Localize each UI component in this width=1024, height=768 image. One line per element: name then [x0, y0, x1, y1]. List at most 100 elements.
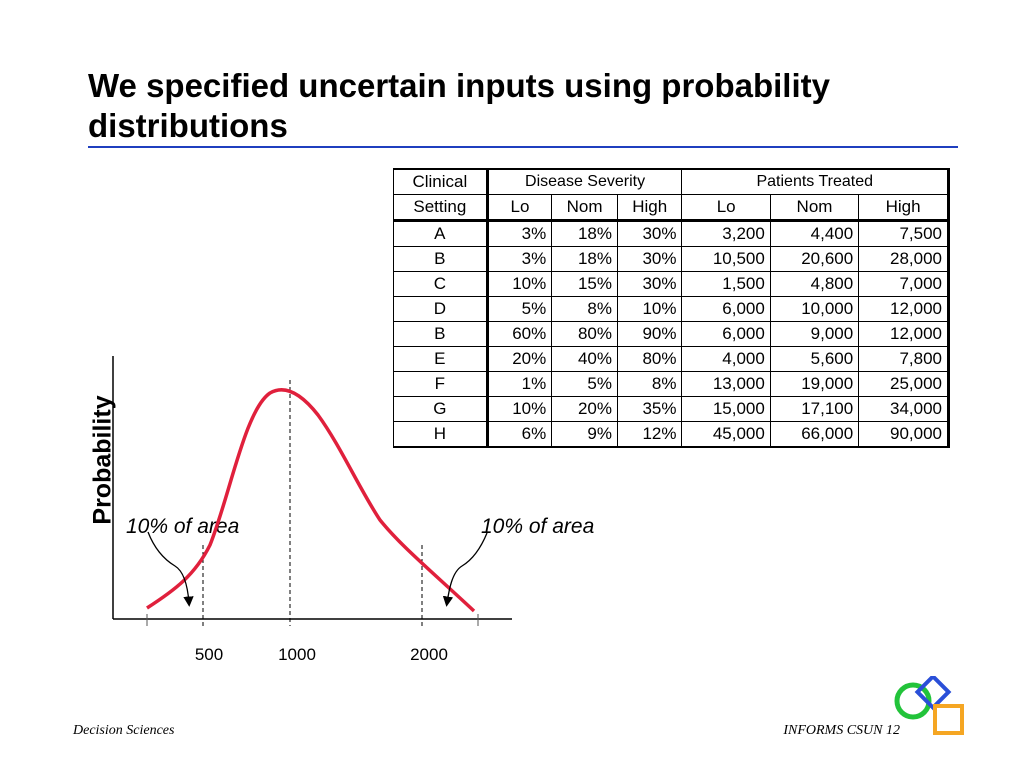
x-tick-label: 500: [194, 645, 224, 664]
value-cell: 10%: [486, 396, 553, 422]
value-cell: 30%: [616, 219, 683, 247]
value-cell: 90%: [616, 321, 683, 347]
title-divider: [88, 146, 958, 148]
subheader-cell: Nom: [551, 194, 618, 221]
right-tail-arrow: [442, 532, 488, 607]
value-cell: 60%: [486, 321, 553, 347]
value-cell: 35%: [616, 396, 683, 422]
footer-left: Decision Sciences: [73, 723, 175, 738]
table-row: G 10% 20% 35% 15,000 17,100 34,000: [393, 396, 950, 422]
right-tail-annotation: 10% of area: [481, 515, 595, 538]
value-cell: 5%: [551, 371, 618, 397]
table-row: H 6% 9% 12% 45,000 66,000 90,000: [393, 421, 950, 448]
slide-title: We specified uncertain inputs using prob…: [88, 67, 830, 144]
value-cell: 7,800: [858, 346, 950, 372]
value-cell: 12%: [616, 421, 683, 448]
x-tick-label: 2000: [410, 645, 448, 664]
value-cell: 13,000: [681, 371, 771, 397]
value-cell: 10%: [486, 271, 553, 297]
value-cell: 9,000: [769, 321, 860, 347]
value-cell: 45,000: [681, 421, 771, 448]
setting-cell: C: [393, 271, 489, 297]
value-cell: 12,000: [858, 321, 950, 347]
table-subheader-row: Setting Lo Nom High Lo Nom High: [393, 194, 950, 221]
value-cell: 15%: [551, 271, 618, 297]
value-cell: 9%: [551, 421, 618, 448]
value-cell: 90,000: [858, 421, 950, 448]
value-cell: 20,600: [769, 246, 860, 272]
value-cell: 7,500: [858, 219, 950, 247]
value-cell: 3,200: [681, 219, 771, 247]
value-cell: 3%: [486, 246, 553, 272]
value-cell: 4,000: [681, 346, 771, 372]
value-cell: 18%: [551, 246, 618, 272]
value-cell: 25,000: [858, 371, 950, 397]
value-cell: 66,000: [769, 421, 860, 448]
value-cell: 40%: [551, 346, 618, 372]
value-cell: 12,000: [858, 296, 950, 322]
table-body: A 3% 18% 30% 3,200 4,400 7,500 B 3% 18% 30% 10,500 2…: [393, 219, 950, 448]
value-cell: 7,000: [858, 271, 950, 297]
y-axis-label: Probability: [83, 380, 123, 540]
subheader-cell: High: [616, 194, 683, 221]
value-cell: 19,000: [769, 371, 860, 397]
header-disease-severity: Disease Severity: [486, 168, 683, 195]
probability-curve: [146, 388, 476, 613]
table-row: B 60% 80% 90% 6,000 9,000 12,000: [393, 321, 950, 347]
value-cell: 4,400: [769, 219, 860, 247]
value-cell: 1,500: [681, 271, 771, 297]
input-distribution-table: Clinical Disease Severity Patients Treat…: [393, 168, 950, 448]
value-cell: 18%: [551, 219, 618, 247]
left-tail-arrow: [147, 531, 194, 607]
subheader-cell: Lo: [486, 194, 553, 221]
subheader-cell: Lo: [681, 194, 771, 221]
table-row: E 20% 40% 80% 4,000 5,600 7,800: [393, 346, 950, 372]
subheader-cell: High: [858, 194, 950, 221]
table-row: B 3% 18% 30% 10,500 20,600 28,000: [393, 246, 950, 272]
value-cell: 4,800: [769, 271, 860, 297]
table-row: A 3% 18% 30% 3,200 4,400 7,500: [393, 219, 950, 247]
table-row: C 10% 15% 30% 1,500 4,800 7,000: [393, 271, 950, 297]
setting-cell: E: [393, 346, 489, 372]
value-cell: 10,500: [681, 246, 771, 272]
value-cell: 15,000: [681, 396, 771, 422]
value-cell: 6,000: [681, 321, 771, 347]
header-patients-treated: Patients Treated: [681, 168, 950, 195]
value-cell: 20%: [486, 346, 553, 372]
table-header-row: Clinical Disease Severity Patients Treat…: [393, 168, 950, 195]
left-tail-annotation: 10% of area: [126, 515, 240, 538]
setting-cell: B: [393, 246, 489, 272]
header-setting-line1: Clinical: [393, 168, 489, 195]
value-cell: 30%: [616, 271, 683, 297]
value-cell: 1%: [486, 371, 553, 397]
value-cell: 80%: [551, 321, 618, 347]
value-cell: 6,000: [681, 296, 771, 322]
value-cell: 8%: [551, 296, 618, 322]
table-row: F 1% 5% 8% 13,000 19,000 25,000: [393, 371, 950, 397]
value-cell: 5,600: [769, 346, 860, 372]
footer-right: INFORMS CSUN 12: [783, 723, 900, 738]
value-cell: 30%: [616, 246, 683, 272]
value-cell: 10,000: [769, 296, 860, 322]
informs-logo-icon: [894, 676, 964, 735]
setting-cell: F: [393, 371, 489, 397]
value-cell: 10%: [616, 296, 683, 322]
table-row: D 5% 8% 10% 6,000 10,000 12,000: [393, 296, 950, 322]
value-cell: 17,100: [769, 396, 860, 422]
value-cell: 8%: [616, 371, 683, 397]
value-cell: 28,000: [858, 246, 950, 272]
value-cell: 20%: [551, 396, 618, 422]
header-setting-line2: Setting: [393, 194, 489, 221]
setting-cell: B: [393, 321, 489, 347]
value-cell: 34,000: [858, 396, 950, 422]
value-cell: 80%: [616, 346, 683, 372]
value-cell: 6%: [486, 421, 553, 448]
setting-cell: H: [393, 421, 489, 448]
subheader-cell: Nom: [769, 194, 860, 221]
setting-cell: D: [393, 296, 489, 322]
x-tick-label: 1000: [278, 645, 316, 664]
value-cell: 3%: [486, 219, 553, 247]
setting-cell: G: [393, 396, 489, 422]
setting-cell: A: [393, 219, 489, 247]
